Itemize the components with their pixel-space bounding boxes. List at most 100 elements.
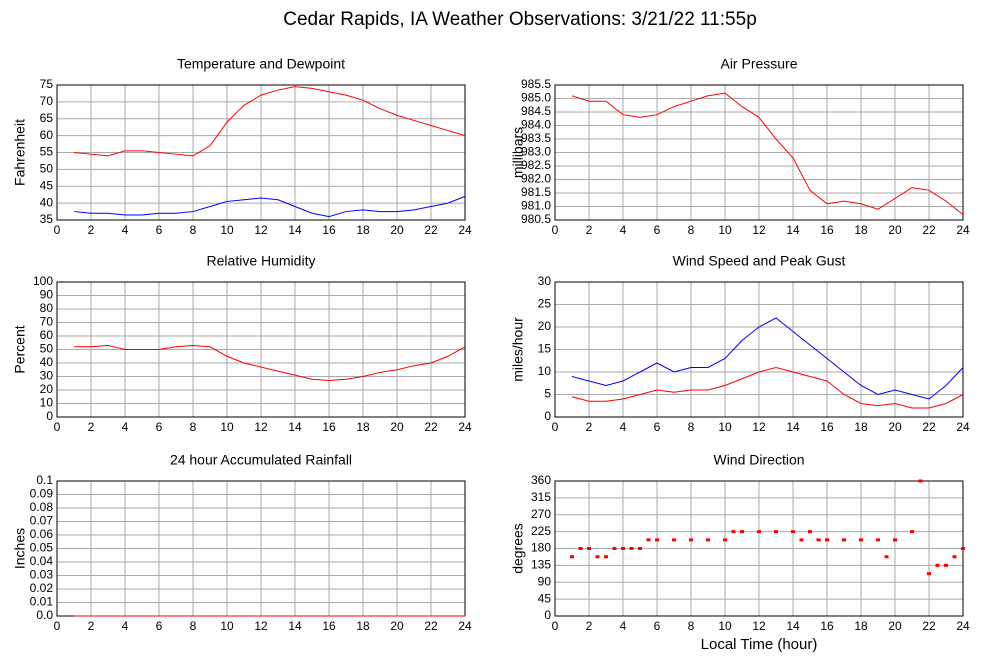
scatter-point: [723, 538, 727, 542]
y-tick-label: 985.5: [521, 77, 551, 91]
x-tick-label: 14: [786, 223, 800, 237]
y-tick-label: 0.04: [30, 554, 54, 568]
scatter-point: [791, 530, 795, 534]
y-tick-label: 0.02: [30, 581, 54, 595]
x-tick-label: 6: [654, 420, 661, 434]
x-axis-label: Local Time (hour): [701, 636, 818, 653]
x-tick-label: 22: [424, 420, 438, 434]
y-tick-label: 90: [538, 574, 552, 588]
x-tick-label: 16: [820, 223, 834, 237]
y-tick-label: 30: [40, 369, 54, 383]
plot-frame: [554, 281, 964, 418]
y-tick-label: 40: [40, 195, 54, 209]
scatter-point: [757, 530, 761, 534]
y-tick-label: 65: [40, 111, 54, 125]
y-tick-label: 0: [544, 409, 551, 423]
scatter-point: [774, 530, 778, 534]
series-line: [74, 344, 466, 382]
x-tick-label: 0: [552, 619, 559, 633]
x-tick-label: 4: [620, 223, 627, 237]
plot-frame: [554, 84, 964, 221]
y-tick-label: 15: [538, 342, 552, 356]
x-tick-label: 18: [854, 223, 868, 237]
x-tick-label: 14: [786, 420, 800, 434]
y-tick-label: 984.0: [521, 118, 551, 132]
y-tick-label: 983.5: [521, 131, 551, 145]
x-tick-label: 24: [458, 420, 472, 434]
x-tick-label: 14: [288, 619, 302, 633]
x-tick-label: 2: [586, 619, 593, 633]
x-tick-label: 10: [220, 223, 234, 237]
x-tick-label: 4: [620, 619, 627, 633]
scatter-point: [655, 538, 659, 542]
y-axis-label: Percent: [12, 325, 28, 373]
scatter-point: [859, 538, 863, 542]
y-tick-label: 10: [538, 364, 552, 378]
scatter-point: [646, 538, 651, 542]
series-line: [571, 366, 964, 409]
scatter-point: [570, 555, 574, 559]
x-tick-label: 16: [322, 420, 336, 434]
scatter-point: [808, 530, 812, 534]
x-tick-label: 24: [956, 223, 970, 237]
y-tick-label: 225: [531, 524, 551, 538]
x-tick-label: 4: [122, 420, 129, 434]
scatter-point: [740, 530, 744, 534]
x-tick-label: 10: [718, 223, 732, 237]
x-tick-label: 20: [888, 420, 902, 434]
scatter-point: [638, 547, 642, 550]
x-tick-label: 16: [820, 619, 834, 633]
x-tick-label: 24: [956, 420, 970, 434]
x-tick-label: 4: [122, 223, 129, 237]
x-tick-label: 12: [752, 619, 766, 633]
x-tick-label: 8: [688, 619, 695, 633]
y-tick-label: 45: [40, 178, 54, 192]
x-tick-label: 0: [54, 420, 61, 434]
y-axis-label: Inches: [12, 528, 28, 569]
scatter-point: [604, 555, 608, 559]
y-tick-label: 80: [40, 301, 54, 315]
y-axis-label: degrees: [510, 523, 526, 574]
y-tick-label: 25: [538, 297, 552, 311]
panel-title: Relative Humidity: [207, 253, 316, 269]
y-tick-label: 981.0: [521, 199, 551, 213]
x-tick-label: 18: [356, 223, 370, 237]
x-tick-label: 12: [254, 420, 268, 434]
scatter-point: [587, 547, 591, 550]
y-tick-label: 0.06: [30, 527, 54, 541]
scatter-point: [825, 538, 829, 542]
y-tick-label: 70: [40, 315, 54, 329]
scatter-point: [595, 555, 600, 559]
y-tick-label: 0.08: [30, 500, 54, 514]
y-tick-label: 35: [40, 212, 54, 226]
series-line: [73, 195, 466, 218]
y-tick-label: 0.01: [30, 595, 54, 609]
x-tick-label: 2: [88, 420, 95, 434]
y-tick-label: 270: [531, 507, 551, 521]
y-tick-label: 60: [40, 128, 54, 142]
scatter-point: [629, 547, 634, 550]
y-tick-label: 0: [46, 409, 53, 423]
y-tick-label: 75: [40, 77, 54, 91]
page-title: Cedar Rapids, IA Weather Observations: 3…: [283, 9, 757, 30]
x-tick-label: 24: [458, 619, 472, 633]
y-tick-label: 70: [40, 94, 54, 108]
y-tick-label: 982.5: [521, 158, 551, 172]
y-tick-label: 40: [40, 355, 54, 369]
y-axis-label: Fahrenheit: [12, 119, 28, 186]
x-tick-label: 20: [390, 619, 404, 633]
y-tick-label: 20: [538, 319, 552, 333]
y-tick-label: 360: [531, 473, 551, 487]
y-tick-label: 45: [538, 591, 552, 605]
x-tick-label: 16: [820, 420, 834, 434]
y-tick-label: 985.0: [521, 91, 551, 105]
y-tick-label: 5: [544, 387, 551, 401]
x-tick-label: 10: [718, 619, 732, 633]
x-tick-label: 22: [424, 223, 438, 237]
x-tick-label: 8: [190, 420, 197, 434]
y-tick-label: 50: [40, 162, 54, 176]
x-tick-label: 14: [288, 420, 302, 434]
y-tick-label: 315: [531, 490, 551, 504]
x-tick-label: 0: [54, 223, 61, 237]
x-tick-label: 0: [552, 223, 559, 237]
